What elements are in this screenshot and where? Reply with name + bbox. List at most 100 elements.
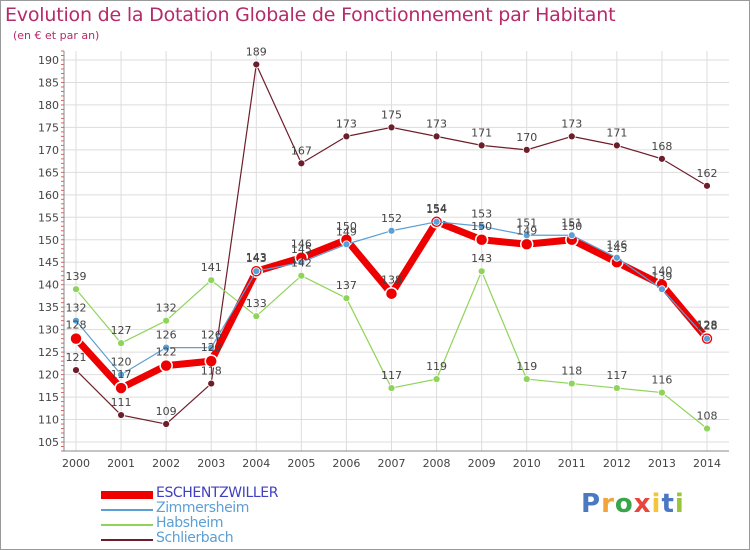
y-tick-label: 145 [38,256,59,269]
series-layer [69,60,714,433]
logo-letter: x [633,489,652,519]
x-tick-label: 2007 [378,457,406,470]
data-point-zimmersheim [162,343,171,352]
x-tick-label: 2004 [242,457,270,470]
data-label-eschentzwiller: 145 [606,242,627,255]
data-point-schlierbach [522,145,531,154]
y-tick-label: 130 [38,324,59,337]
data-label-layer: 121 111 109 118 189 167 173 175 173 171 170 173 171 1… [66,45,718,422]
data-label-habsheim: 117 [381,369,402,382]
y-tick-label: 155 [38,211,59,224]
data-point-zimmersheim [252,267,261,276]
data-point-zimmersheim [432,217,441,226]
y-tick-label: 150 [38,234,59,247]
y-tick-label: 105 [38,436,59,449]
data-point-zimmersheim [567,231,576,240]
data-label-schlierbach: 111 [111,396,132,409]
data-label-zimmersheim: 143 [246,252,267,265]
data-point-habsheim [117,339,125,348]
data-point-habsheim [387,384,396,392]
data-label-zimmersheim: 151 [516,216,537,229]
data-point-zimmersheim [477,222,486,231]
chart-subtitle: (en € et par an) [13,29,100,42]
data-label-eschentzwiller: 150 [336,220,357,233]
x-tick-label: 2010 [513,457,541,470]
data-point-eschentzwiller [159,358,173,373]
data-label-schlierbach: 109 [156,405,177,418]
y-tick-label: 135 [38,301,59,314]
x-tick-label: 2003 [197,457,225,470]
data-label-habsheim: 139 [66,270,87,283]
logo-letter: P [581,489,602,519]
data-label-eschentzwiller: 149 [516,224,537,237]
data-label-schlierbach: 173 [426,117,447,130]
legend-swatch [101,509,153,511]
data-label-schlierbach: 167 [291,144,312,157]
data-label-eschentzwiller: 154 [426,202,447,215]
y-tick-label: 180 [38,99,59,112]
x-tick-label: 2008 [423,457,451,470]
y-tick-label: 115 [38,391,59,404]
grid-layer [64,51,729,451]
data-label-habsheim: 119 [426,360,447,373]
data-point-schlierbach [387,123,396,132]
data-point-habsheim [297,271,306,280]
data-point-habsheim [207,276,216,285]
data-point-eschentzwiller [474,233,489,247]
data-label-eschentzwiller: 146 [291,238,312,251]
x-tick-label: 2011 [558,457,586,470]
data-point-schlierbach [567,132,576,141]
data-label-schlierbach: 171 [606,126,627,139]
data-point-eschentzwiller [519,237,534,252]
data-point-zimmersheim [117,370,125,379]
data-label-eschentzwiller: 117 [111,368,132,381]
data-label-zimmersheim: 132 [66,302,87,315]
legend-swatch [101,491,153,499]
data-point-habsheim [342,294,351,303]
data-label-habsheim: 143 [471,252,492,265]
data-point-habsheim [522,375,531,383]
data-point-habsheim [567,379,576,388]
x-tick-label: 2014 [693,457,721,470]
legend-swatch [101,524,153,526]
data-point-zimmersheim [72,316,80,325]
data-label-habsheim: 142 [291,257,312,270]
data-point-eschentzwiller [69,331,83,346]
legend-label: Schlierbach [156,530,234,546]
data-label-habsheim: 108 [697,410,718,423]
data-label-zimmersheim: 128 [697,320,718,333]
data-label-habsheim: 137 [336,279,357,292]
data-label-habsheim: 116 [651,374,672,387]
x-tick-label: 2001 [107,457,135,470]
data-point-eschentzwiller [114,381,128,395]
legend-label: Zimmersheim [156,500,250,516]
data-label-habsheim: 119 [516,360,537,373]
logo-letter: i [651,489,662,519]
x-tick-label: 2000 [62,457,90,470]
data-point-schlierbach [117,411,125,419]
data-point-habsheim [477,267,486,276]
y-tick-label: 170 [38,144,59,157]
data-point-eschentzwiller [384,286,399,301]
data-label-habsheim: 117 [606,369,627,382]
data-label-schlierbach: 171 [471,126,492,139]
data-point-schlierbach [477,141,486,150]
data-label-schlierbach: 118 [201,365,222,378]
y-tick-label: 165 [38,166,59,179]
data-point-zimmersheim [522,231,531,240]
y-tick-label: 140 [38,279,59,292]
data-label-eschentzwiller: 122 [156,346,177,359]
data-label-zimmersheim: 152 [381,212,402,225]
data-point-schlierbach [432,132,441,141]
data-label-schlierbach: 173 [336,117,357,130]
data-label-habsheim: 132 [156,302,177,315]
data-point-habsheim [612,384,621,392]
data-label-habsheim: 118 [561,365,582,378]
data-label-habsheim: 127 [111,324,132,337]
data-point-habsheim [252,312,261,321]
y-tick-label: 120 [38,369,59,382]
data-point-zimmersheim [387,226,396,235]
data-label-schlierbach: 170 [516,131,537,144]
data-point-schlierbach [342,132,351,141]
data-label-habsheim: 141 [201,261,222,274]
